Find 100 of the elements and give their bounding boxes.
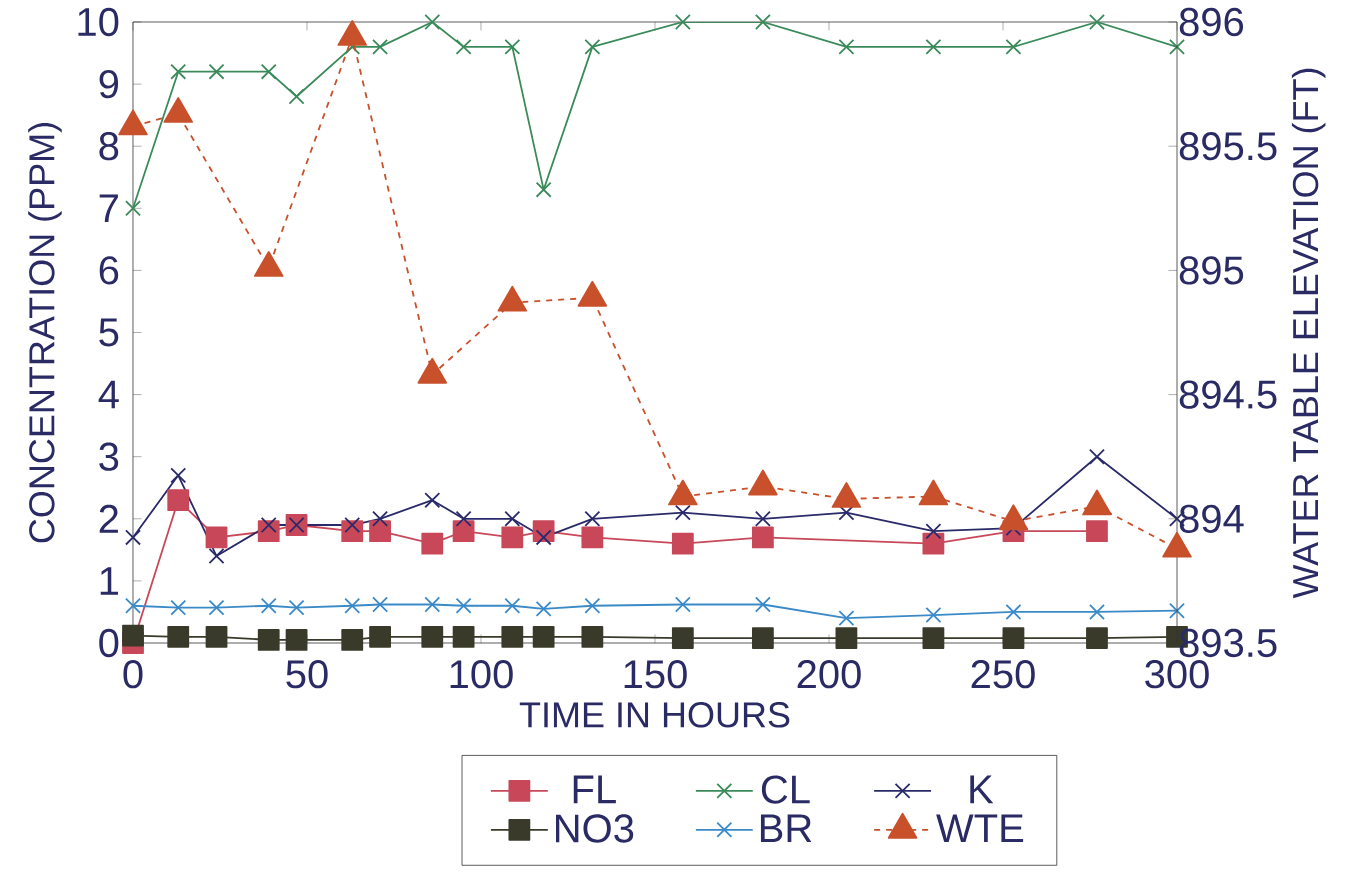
point bbox=[925, 523, 942, 540]
point bbox=[535, 529, 552, 546]
point bbox=[260, 517, 277, 533]
y2-tick-label: 896 bbox=[1179, 7, 1244, 37]
y-tick-label: 3 bbox=[99, 442, 119, 471]
x-axis-title: TIME IN HOURS bbox=[519, 702, 790, 728]
point bbox=[205, 526, 228, 549]
y-tick-label: 2 bbox=[99, 504, 118, 533]
point bbox=[424, 14, 441, 30]
point bbox=[288, 88, 305, 105]
point bbox=[1088, 448, 1105, 465]
point bbox=[925, 38, 942, 55]
point bbox=[424, 596, 441, 613]
point bbox=[421, 532, 444, 555]
x-tick-label: 100 bbox=[450, 660, 513, 689]
point bbox=[501, 526, 524, 549]
point bbox=[751, 526, 774, 549]
legend-label: FL bbox=[573, 775, 616, 804]
point bbox=[372, 38, 389, 55]
point bbox=[170, 599, 187, 616]
point bbox=[751, 627, 774, 649]
point bbox=[205, 625, 228, 648]
point bbox=[584, 597, 601, 614]
point bbox=[452, 625, 475, 648]
point bbox=[455, 510, 472, 527]
point bbox=[341, 629, 364, 651]
point bbox=[260, 63, 277, 80]
legend-label: K bbox=[970, 775, 994, 804]
point bbox=[1005, 38, 1022, 55]
point bbox=[754, 510, 771, 527]
point bbox=[167, 625, 190, 648]
point bbox=[922, 532, 945, 555]
point bbox=[257, 629, 280, 651]
y-tick-label: 0 bbox=[99, 628, 119, 658]
point bbox=[671, 627, 694, 649]
y2-tick-label: 894 bbox=[1179, 504, 1244, 533]
point bbox=[424, 492, 441, 509]
y2-axis-title: WATER TABLE ELEVATION (FT) bbox=[1291, 68, 1326, 599]
point bbox=[535, 600, 552, 617]
x-tick-label: 300 bbox=[1145, 660, 1209, 689]
point bbox=[1088, 603, 1105, 620]
legend-label: NO3 bbox=[556, 814, 634, 843]
point bbox=[584, 38, 601, 55]
point bbox=[170, 467, 187, 484]
point bbox=[1005, 603, 1022, 620]
point bbox=[260, 597, 277, 614]
point bbox=[1086, 520, 1108, 543]
point bbox=[208, 63, 225, 80]
point bbox=[1002, 627, 1025, 649]
point bbox=[581, 625, 604, 648]
point bbox=[504, 597, 521, 614]
y2-tick-label: 895 bbox=[1179, 256, 1244, 285]
x-tick-label: 50 bbox=[286, 660, 328, 689]
point bbox=[455, 38, 472, 55]
point bbox=[838, 38, 855, 55]
point bbox=[125, 529, 141, 546]
point bbox=[288, 599, 305, 616]
point bbox=[208, 599, 225, 616]
point bbox=[122, 624, 144, 647]
point bbox=[1088, 14, 1105, 30]
point bbox=[1169, 38, 1185, 55]
legend-label: CL bbox=[761, 775, 810, 804]
point bbox=[754, 14, 771, 30]
point bbox=[671, 532, 694, 555]
point bbox=[125, 597, 141, 614]
y2-tick-label: 893.5 bbox=[1179, 628, 1277, 658]
y-tick-label: 6 bbox=[99, 256, 119, 285]
point bbox=[674, 504, 691, 521]
y-tick-label: 10 bbox=[78, 7, 119, 37]
point bbox=[455, 597, 472, 614]
y-tick-label: 7 bbox=[99, 194, 118, 223]
y-axis-title: CONCENTRATION (PPM) bbox=[28, 123, 62, 543]
legend-label: WTE bbox=[936, 814, 1024, 843]
point bbox=[452, 520, 475, 543]
point bbox=[208, 548, 225, 565]
y-tick-label: 5 bbox=[99, 318, 119, 347]
y2-tick-label: 895.5 bbox=[1179, 132, 1277, 161]
point bbox=[504, 38, 521, 55]
point bbox=[535, 181, 552, 198]
point bbox=[125, 200, 141, 217]
point bbox=[344, 517, 361, 533]
x-tick-label: 150 bbox=[624, 660, 687, 689]
point bbox=[369, 625, 391, 648]
x-tick-label: 250 bbox=[971, 660, 1035, 689]
point bbox=[532, 625, 555, 648]
y-tick-label: 1 bbox=[100, 567, 118, 595]
point bbox=[421, 625, 444, 648]
point bbox=[285, 629, 308, 651]
point bbox=[838, 610, 855, 627]
point bbox=[925, 607, 942, 624]
point bbox=[835, 627, 858, 649]
point bbox=[372, 510, 389, 527]
point bbox=[369, 520, 391, 543]
point bbox=[344, 597, 361, 614]
y2-tick-label: 894.5 bbox=[1179, 380, 1277, 409]
x-tick-label: 0 bbox=[123, 660, 143, 689]
point bbox=[584, 510, 601, 527]
point bbox=[1086, 627, 1108, 649]
point bbox=[922, 627, 945, 649]
point bbox=[372, 596, 389, 613]
